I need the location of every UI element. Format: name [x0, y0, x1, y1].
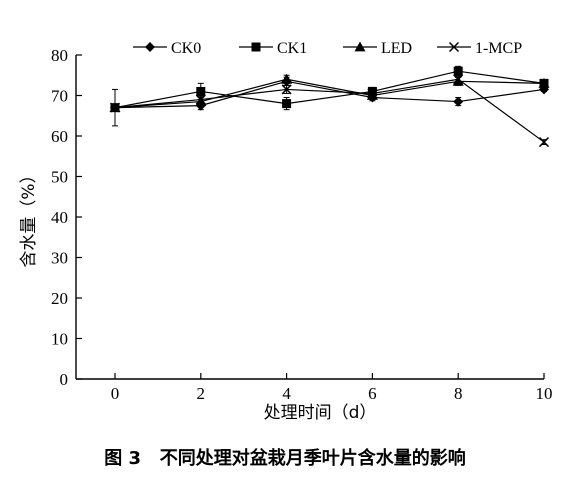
- y-tick-label: 20: [51, 289, 68, 308]
- data-point: [195, 94, 206, 105]
- data-point: [453, 96, 464, 107]
- legend-marker: [448, 41, 460, 53]
- caption-number: 图 3: [104, 448, 141, 469]
- legend-label: LED: [381, 40, 412, 57]
- series-line: [114, 80, 545, 109]
- legend-item-1-mcp: 1-MCP: [437, 40, 522, 57]
- x-tick-label: 4: [282, 384, 291, 403]
- legend-label: CK1: [277, 40, 307, 57]
- y-tick-label: 50: [51, 168, 68, 187]
- x-tick-label: 2: [197, 384, 206, 403]
- series-line: [114, 78, 545, 109]
- x-axis-title: 处理时间（d）: [264, 403, 377, 423]
- y-tick-label: 70: [51, 87, 68, 106]
- y-tick-label: 30: [51, 249, 68, 268]
- data-point: [453, 66, 463, 76]
- data-point: [538, 137, 550, 148]
- series-line: [114, 78, 545, 143]
- x-tick-label: 10: [536, 384, 553, 403]
- x-tick-label: 0: [111, 384, 120, 403]
- y-tick-label: 40: [51, 208, 68, 227]
- data-point: [281, 73, 293, 84]
- y-tick-label: 60: [51, 127, 68, 146]
- figure-caption: 图 3 不同处理对盆栽月季叶片含水量的影响: [0, 444, 570, 470]
- legend-marker: [251, 42, 261, 52]
- data-point: [109, 102, 121, 113]
- legend-label: CK0: [171, 40, 201, 57]
- legend-item-ck1: CK1: [239, 40, 307, 57]
- legend-item-ck0: CK0: [133, 40, 201, 57]
- caption-text: 不同处理对盆栽月季叶片含水量的影响: [159, 448, 466, 469]
- data-point: [453, 74, 464, 85]
- legend-label: 1-MCP: [475, 40, 522, 57]
- x-tick-label: 8: [454, 384, 463, 403]
- legend: CK0 CK1 LED 1-MCP: [133, 40, 522, 57]
- series-line: [114, 70, 545, 109]
- legend-marker: [145, 42, 155, 52]
- data-point: [281, 84, 292, 95]
- y-tick-label: 10: [51, 330, 68, 349]
- legend-item-led: LED: [343, 40, 412, 57]
- y-axis-title: 含水量（%）: [19, 166, 39, 267]
- series-1-mcp: [109, 74, 550, 148]
- x-tick-label: 6: [368, 384, 377, 403]
- y-tick-label: 80: [51, 46, 68, 65]
- data-point: [196, 86, 206, 96]
- y-tick-label: 0: [60, 370, 69, 389]
- legend-marker: [354, 41, 366, 52]
- data-point: [538, 77, 550, 88]
- data-point: [367, 88, 378, 99]
- data-point: [282, 99, 292, 109]
